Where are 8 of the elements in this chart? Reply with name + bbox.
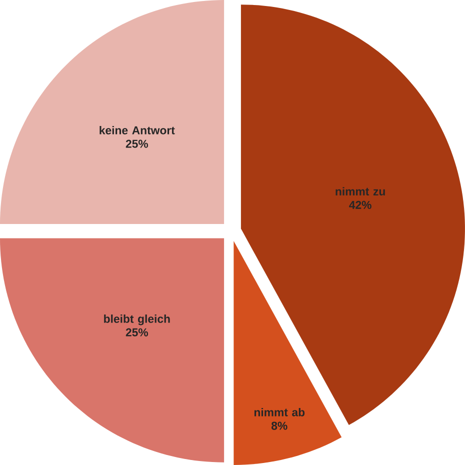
data-label: 25%	[126, 328, 148, 336]
data-label: 8%	[272, 422, 288, 430]
slice-label: nimmt zu	[336, 187, 385, 196]
data-label: 42%	[349, 200, 372, 209]
slice-label: keine Antwort	[100, 126, 175, 134]
data-label: 25%	[126, 140, 148, 148]
slice-label: nimmt ab	[254, 408, 305, 416]
slice-label: bleibt gleich	[104, 314, 170, 326]
